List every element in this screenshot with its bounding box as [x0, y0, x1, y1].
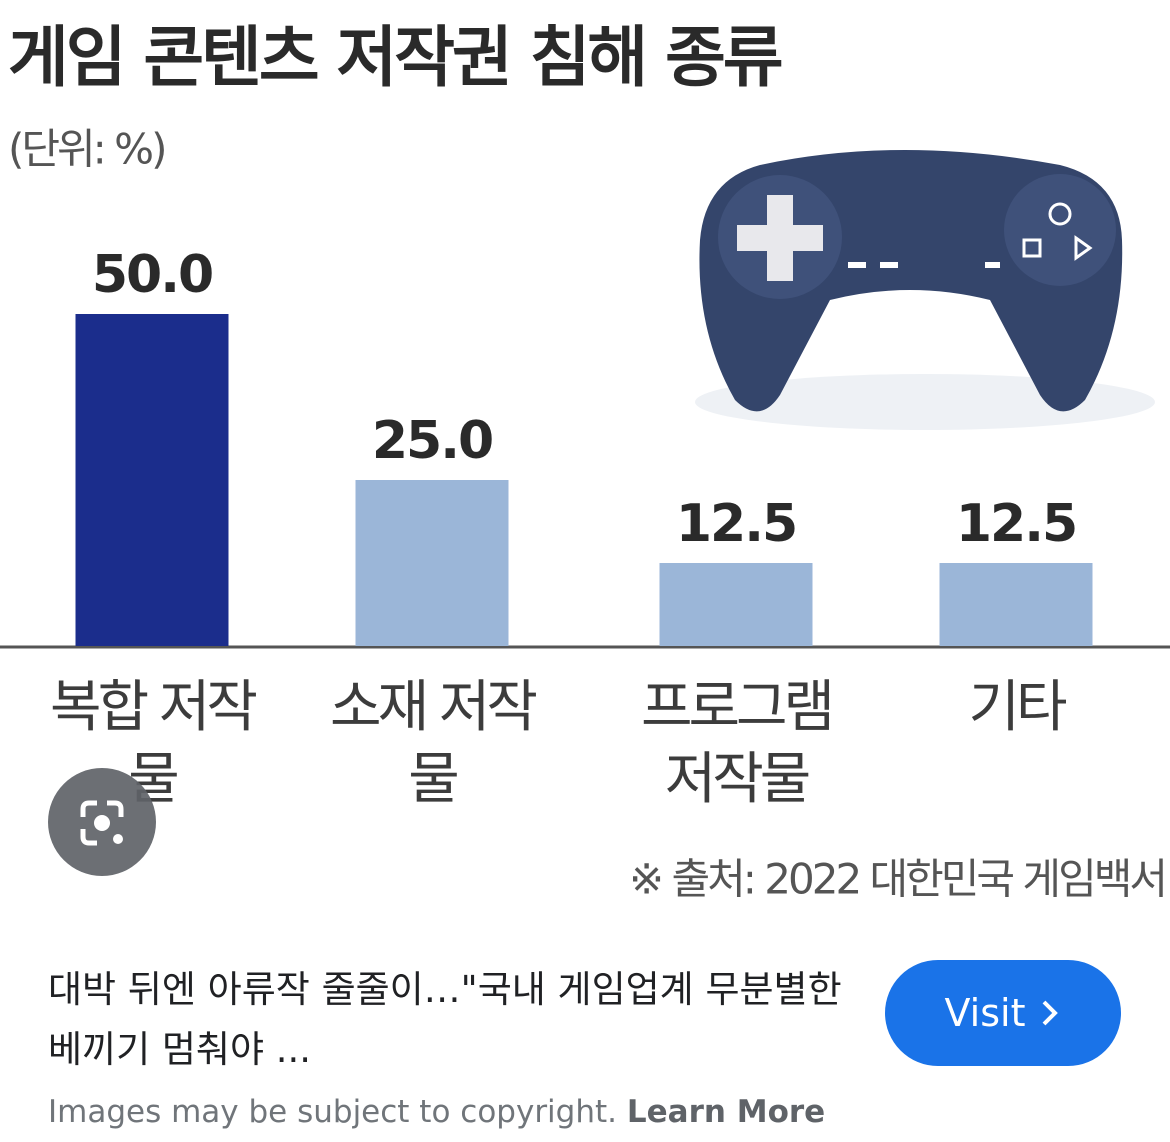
value-label: 12.5 [956, 494, 1076, 554]
category-label: 복합 저작물 [50, 675, 258, 812]
value-label: 50.0 [92, 245, 212, 305]
visit-button[interactable]: Visit [885, 960, 1121, 1066]
lens-button[interactable] [47, 767, 157, 877]
category-label: 기타 [968, 675, 1067, 740]
value-label: 25.0 [372, 411, 492, 471]
bar [939, 563, 1093, 646]
bar [75, 314, 229, 646]
gamepad-illustration [695, 150, 1155, 430]
visit-label[interactable]: Visit [944, 991, 1026, 1035]
chevron-icon [1043, 1000, 1059, 1026]
category-label: 프로그램 저작물 [640, 675, 835, 812]
chart: 게임 콘텐츠 저작권 침해 종류 (단위: %) ※ 출처: 2022 대한민국… [0, 19, 1170, 904]
bar [659, 563, 813, 646]
chart-title: 게임 콘텐츠 저작권 침해 종류 [8, 19, 782, 96]
chart-subtitle: (단위: %) [8, 125, 164, 174]
bar [355, 480, 509, 646]
value-label: 12.5 [676, 494, 796, 554]
category-label: 소재 저작물 [330, 675, 538, 812]
learn-more-link[interactable]: Learn More [626, 1094, 826, 1130]
result-caption[interactable]: 대박 뒤엔 아류작 줄줄이…"국내 게임업계 무분별한 베끼기 멈춰야 ... [48, 968, 842, 1071]
footer: Images may be subject to copyright. Lear… [48, 1094, 825, 1130]
chart-source: ※ 출처: 2022 대한민국 게임백서 [629, 855, 1165, 904]
copyright-notice: Images may be subject to copyright. [48, 1094, 618, 1130]
